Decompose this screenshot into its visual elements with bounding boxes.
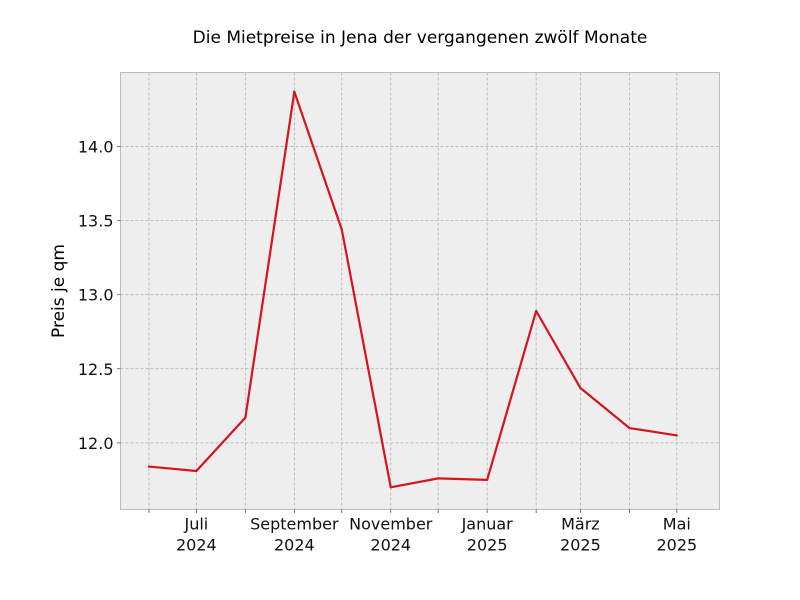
data-point [147,465,151,468]
x-tick-label: Juli [183,515,208,534]
y-tick-label: 13.5 [78,212,114,231]
series-layer [147,90,678,489]
y-tick-label: 12.5 [78,360,114,379]
x-tick-label: März [561,515,600,534]
y-axis-label: Preis je qm [49,244,69,338]
data-point [340,228,343,231]
x-tick-label: 2025 [656,536,697,555]
x-tick-label: 2024 [274,536,315,555]
x-tick-label: 2024 [176,536,217,555]
x-tick-label: 2025 [560,536,601,555]
y-tick-label: 14.0 [78,138,114,157]
y-tick-label: 12.0 [78,434,114,453]
series-line [148,90,677,489]
data-point [195,469,198,473]
chart-title: Die Mietpreise in Jena der vergangenen z… [193,28,648,48]
data-point [486,478,489,481]
data-point [437,477,440,480]
x-tick-label: Januar [461,515,514,534]
data-point [675,434,678,437]
x-tick-label: November [349,515,433,534]
y-tick-label: 13.0 [78,286,114,305]
x-tick-label: Mai [663,515,691,534]
data-point [244,416,247,419]
data-point [628,426,631,430]
x-tick-label: September [250,515,339,534]
x-tick-label: 2025 [467,536,508,555]
data-point [579,386,582,390]
data-point [293,90,296,93]
axis-ticks: 12.0 12.5 13.0 13.5 14.0 Juli 2024 September 202… [78,138,697,555]
data-point [389,486,392,489]
data-point [535,309,538,313]
grid [120,72,720,510]
plot-area [120,72,720,510]
x-tick-label: 2024 [370,536,411,555]
plot-frame [120,72,720,510]
